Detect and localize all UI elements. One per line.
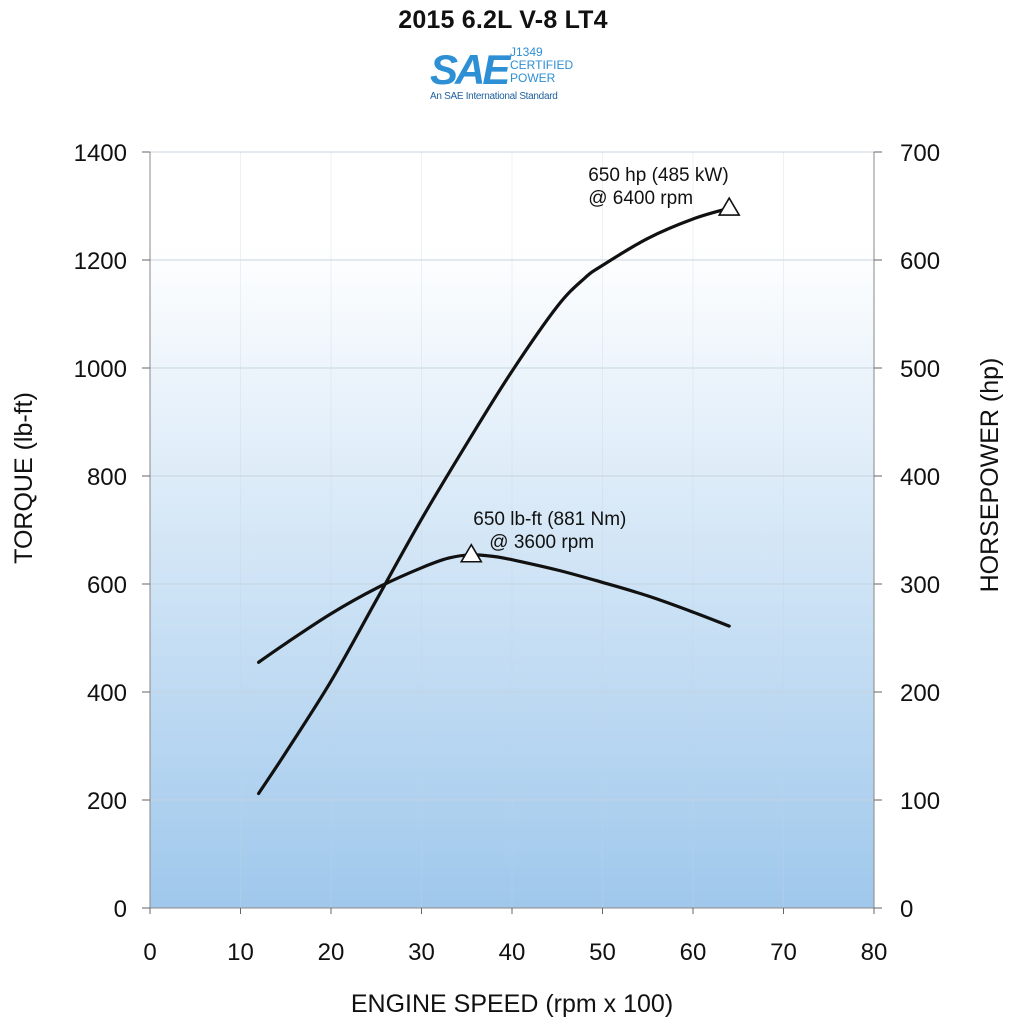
y-tick-label-left: 800 [87,464,127,491]
y-tick-label-right: 300 [900,572,940,599]
hp_peak-label-line-2: @ 6400 rpm [588,188,693,209]
x-tick-label: 70 [770,939,797,966]
y-axis-title-right: HORSEPOWER (hp) [976,358,1004,593]
badge-line-2: CERTIFIED [510,58,573,72]
y-tick-label-right: 400 [900,464,940,491]
y-tick-label-right: 0 [900,896,913,923]
x-axis-title: ENGINE SPEED (rpm x 100) [351,990,673,1018]
hp_peak-label-line-1: 650 hp (485 kW) [588,165,728,186]
hp_peak-marker [717,196,741,216]
y-tick-label-right: 700 [900,140,940,167]
chart-title: 2015 6.2L V-8 LT4 [398,6,608,34]
badge-line-3: POWER [510,71,556,85]
y-tick-label-right: 200 [900,680,940,707]
tq_peak-label-line-1: 650 lb-ft (881 Nm) [473,509,626,530]
y-axis-title-left: TORQUE (lb-ft) [10,392,38,564]
x-tick-label: 80 [861,939,888,966]
x-tick-label: 10 [227,939,254,966]
x-tick-label: 40 [499,939,526,966]
sae-logo-icon: SAE [430,46,512,93]
badge-line-1: J1349 [510,45,543,59]
series-lines [257,206,731,796]
tq_peak-label-line-2: @ 3600 rpm [489,532,594,553]
y-tick-label-right: 600 [900,248,940,275]
y-tick-label-right: 500 [900,356,940,383]
labels: 0 10 20 30 40 50 60 70 8002004006008001000120014… [10,140,1004,1018]
y-tick-label-left: 1400 [74,140,127,167]
y-tick-label-left: 400 [87,680,127,707]
y-tick-label-left: 600 [87,572,127,599]
y-tick-label-left: 1000 [74,356,127,383]
x-tick-label: 0 [143,939,156,966]
y-tick-label-left: 200 [87,788,127,815]
y-tick-label-left: 1200 [74,248,127,275]
tq_peak-marker [459,543,483,563]
y-tick-label-right: 100 [900,788,940,815]
torque-curve [257,553,731,664]
grid-lines [150,151,874,908]
badge-tagline: An SAE International Standard [430,91,558,102]
peak-markers [459,196,741,563]
sae-j1349-badge: SAE J1349 CERTIFIED POWER An SAE Interna… [430,45,573,102]
horsepower-curve [257,206,731,796]
x-tick-label: 60 [680,939,707,966]
axes [142,151,882,914]
x-tick-label: 50 [589,939,616,966]
y-tick-label-left: 0 [114,896,127,923]
x-tick-label: 20 [318,939,345,966]
x-tick-label: 30 [408,939,435,966]
